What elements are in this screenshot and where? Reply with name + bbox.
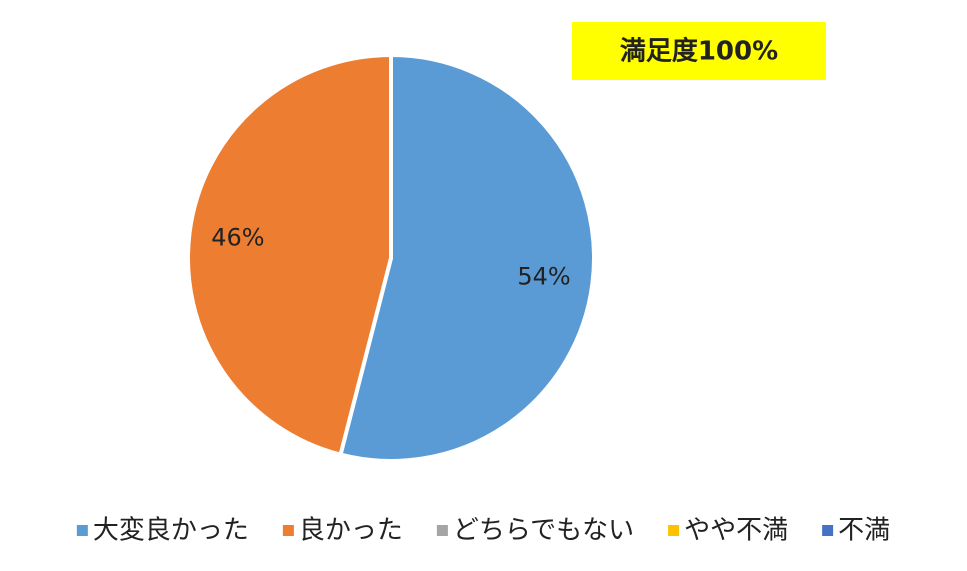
legend-swatch xyxy=(822,525,834,536)
annotation: 満足度100% xyxy=(620,36,778,67)
data-label: 46% xyxy=(211,224,264,252)
legend-label: 大変良かった xyxy=(93,516,249,546)
pie-slice xyxy=(338,52,596,463)
legend-swatch xyxy=(282,525,294,536)
legend-swatch xyxy=(668,525,680,536)
legend-label: 不満 xyxy=(838,516,890,546)
pie-slice xyxy=(186,52,393,458)
legend-swatch xyxy=(76,525,88,536)
data-label: 54% xyxy=(517,262,570,290)
legend-label: どちらでもない xyxy=(453,516,634,546)
legend-label: 良かった xyxy=(299,516,403,546)
legend-label: やや不満 xyxy=(684,516,788,546)
annotation-box xyxy=(572,22,826,80)
legend-swatch xyxy=(436,525,448,536)
